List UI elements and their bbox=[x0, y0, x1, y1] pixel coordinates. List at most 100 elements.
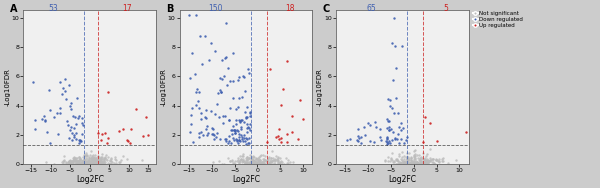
Point bbox=[267, 160, 277, 163]
Point bbox=[406, 160, 416, 163]
Point bbox=[85, 161, 94, 164]
Point bbox=[220, 162, 229, 165]
Point bbox=[77, 162, 86, 165]
Point bbox=[30, 119, 40, 122]
Point bbox=[230, 130, 240, 133]
Point bbox=[427, 157, 437, 160]
Point bbox=[209, 134, 219, 137]
Point bbox=[64, 136, 74, 139]
Point bbox=[79, 163, 88, 166]
Point bbox=[71, 131, 81, 134]
Point bbox=[391, 163, 401, 166]
Point bbox=[96, 139, 106, 142]
Point bbox=[382, 117, 392, 120]
Point bbox=[258, 157, 268, 160]
Point bbox=[31, 127, 40, 130]
Point bbox=[248, 162, 257, 165]
Point bbox=[263, 162, 273, 165]
Point bbox=[241, 162, 250, 165]
Point bbox=[105, 162, 115, 165]
Point bbox=[242, 161, 251, 164]
Point bbox=[266, 160, 276, 163]
Point bbox=[393, 112, 403, 115]
Point bbox=[204, 58, 214, 61]
Point bbox=[422, 158, 432, 161]
Point bbox=[61, 161, 71, 164]
Point bbox=[95, 157, 105, 160]
Point bbox=[239, 133, 248, 136]
Point bbox=[71, 159, 81, 162]
Point bbox=[232, 160, 242, 163]
Point bbox=[63, 124, 73, 127]
Point bbox=[392, 138, 402, 141]
Point bbox=[416, 162, 426, 165]
Point bbox=[391, 137, 400, 140]
Point bbox=[430, 162, 440, 165]
Point bbox=[203, 132, 212, 135]
Point bbox=[80, 155, 90, 158]
Point bbox=[229, 139, 238, 142]
Point bbox=[78, 161, 88, 164]
Point bbox=[421, 159, 431, 162]
Point bbox=[110, 158, 120, 161]
Point bbox=[91, 162, 100, 165]
Point bbox=[88, 155, 97, 158]
Point bbox=[94, 163, 104, 166]
Point bbox=[82, 152, 91, 155]
Point bbox=[250, 162, 259, 165]
Point bbox=[245, 111, 254, 114]
Point bbox=[410, 160, 419, 163]
Point bbox=[388, 78, 397, 81]
Point bbox=[260, 160, 269, 163]
Point bbox=[423, 159, 433, 162]
Point bbox=[106, 159, 116, 162]
Point bbox=[215, 76, 224, 79]
Point bbox=[383, 98, 392, 101]
Point bbox=[282, 59, 292, 62]
Point bbox=[85, 155, 94, 158]
Point bbox=[59, 159, 68, 162]
Point bbox=[236, 133, 246, 136]
Point bbox=[74, 161, 83, 164]
Point bbox=[81, 162, 91, 165]
Point bbox=[241, 111, 250, 114]
Point bbox=[187, 122, 196, 125]
Point bbox=[247, 158, 256, 161]
Point bbox=[65, 104, 75, 107]
Point bbox=[235, 119, 244, 122]
Text: A: A bbox=[10, 4, 17, 14]
Point bbox=[82, 154, 91, 157]
Point bbox=[60, 90, 70, 93]
Point bbox=[192, 88, 202, 91]
Point bbox=[86, 163, 96, 166]
Point bbox=[277, 162, 286, 165]
Point bbox=[224, 157, 233, 160]
Point bbox=[100, 159, 109, 162]
Point bbox=[99, 157, 109, 160]
Point bbox=[394, 162, 404, 165]
Point bbox=[220, 56, 230, 59]
Point bbox=[68, 163, 78, 166]
Point bbox=[79, 159, 88, 162]
Point bbox=[407, 161, 416, 164]
Point bbox=[415, 158, 424, 161]
Point bbox=[234, 75, 244, 78]
Point bbox=[262, 158, 271, 161]
Point bbox=[428, 158, 438, 161]
Point bbox=[235, 158, 245, 161]
Point bbox=[92, 160, 102, 163]
Point bbox=[100, 132, 110, 135]
Point bbox=[257, 162, 266, 165]
Point bbox=[401, 139, 410, 142]
Point bbox=[105, 158, 115, 161]
Point bbox=[415, 160, 425, 163]
Point bbox=[437, 160, 447, 163]
Point bbox=[63, 160, 73, 163]
Point bbox=[370, 140, 379, 143]
Point bbox=[68, 160, 77, 163]
Point bbox=[237, 135, 247, 138]
Point bbox=[235, 119, 244, 122]
Point bbox=[82, 153, 91, 156]
Point bbox=[90, 162, 100, 165]
Point bbox=[81, 161, 91, 164]
